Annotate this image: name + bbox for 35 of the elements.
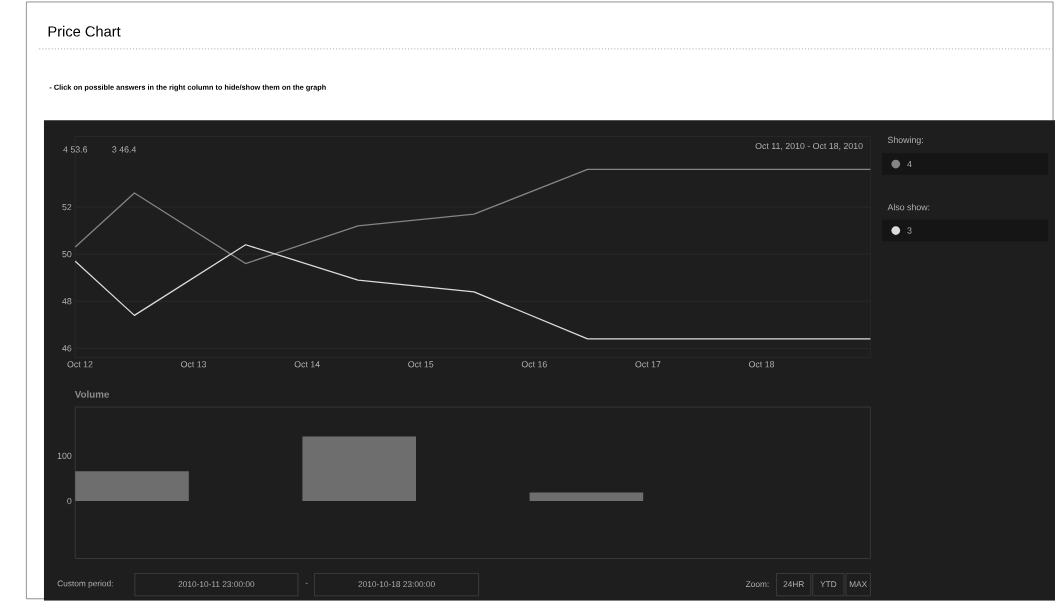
text: 2010-10-11 23:00:00 (178, 581, 255, 588)
text: Zoom: (745, 581, 769, 588)
annotation: 4 53.6 (63, 146, 88, 153)
y-tick-label: 46 (62, 345, 72, 352)
text: Also show: (887, 203, 930, 211)
chart-title: Price Chart (48, 25, 121, 37)
x-tick-label: Oct 16 (521, 361, 547, 368)
x-tick-label: Oct 12 (67, 361, 93, 368)
y-tick-label: 50 (62, 251, 72, 258)
chart-title: Volume (74, 390, 109, 398)
text: YTD (820, 581, 837, 588)
text: 24HR (783, 581, 804, 588)
x-tick-label: Oct 13 (181, 361, 207, 368)
bar (75, 471, 189, 502)
line-series (74, 168, 872, 265)
y-tick-label: 100 (57, 452, 72, 460)
bar (529, 492, 644, 502)
y-tick-label: 52 (62, 204, 72, 211)
x-tick-label: Oct 15 (408, 361, 434, 368)
text: 2010-10-18 23:00:00 (358, 581, 435, 588)
text: MAX (849, 581, 867, 588)
x-tick-label: Oct 17 (635, 361, 661, 368)
bar (302, 436, 417, 502)
text: - (305, 583, 308, 584)
y-tick-label: 0 (67, 498, 72, 505)
legend-label: 3 (907, 227, 912, 234)
line-series (74, 244, 872, 340)
text: Showing: (887, 136, 923, 145)
annotation: Oct 11, 2010 - Oct 18, 2010 (755, 143, 863, 151)
annotation: 3 46.4 (112, 146, 137, 153)
y-tick-label: 48 (62, 298, 72, 305)
x-tick-label: Oct 18 (748, 361, 775, 368)
legend-label: 4 (907, 161, 912, 168)
x-tick-label: Oct 14 (294, 361, 320, 368)
text: Custom period: (57, 580, 113, 589)
